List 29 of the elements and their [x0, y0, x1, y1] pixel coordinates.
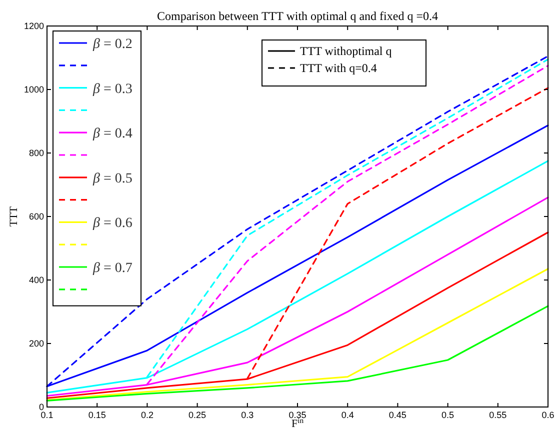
- x-tick-label: 0.25: [188, 410, 206, 420]
- legend-label: β = 0.3: [92, 82, 132, 97]
- annotation: TTT withoptimal q: [300, 44, 392, 58]
- y-tick-label: 400: [28, 275, 44, 285]
- y-tick-label: 200: [28, 338, 44, 348]
- line-style-key: TTT withoptimal q TTT with q=0.4: [262, 40, 426, 86]
- y-tick-label: 1000: [24, 84, 44, 94]
- x-tick-label: 0.45: [388, 410, 406, 420]
- y-tick-label: 0: [38, 402, 44, 412]
- x-tick-label: 0.5: [442, 410, 454, 420]
- legend-label: β = 0.6: [92, 216, 132, 232]
- x-tick-label: 0.2: [140, 410, 154, 420]
- x-tick-label: 0.6: [542, 410, 554, 420]
- x-tick-label: 0.1: [40, 410, 54, 420]
- x-tick-label: 0.3: [241, 410, 254, 420]
- x-tick-label: 0.15: [88, 410, 106, 420]
- y-tick-label: 600: [28, 212, 44, 222]
- chart-title: Comparison between TTT with optimal q and fixed q =0.4: [157, 9, 438, 23]
- line-series: [46, 305, 549, 402]
- x-tick-label: 0.4: [341, 410, 354, 420]
- y-tick-label: 1200: [24, 21, 44, 31]
- legend-label: β = 0.7: [92, 261, 132, 276]
- y-tick-label: 800: [28, 148, 44, 158]
- annotation: TTT with q=0.4: [300, 61, 377, 75]
- y-axis-title: TTT: [8, 206, 20, 227]
- legend-label: β = 0.4: [92, 126, 132, 142]
- legend-label: β = 0.2: [92, 37, 132, 52]
- legend-label: β = 0.5: [92, 171, 132, 186]
- x-tick-label: 0.55: [489, 410, 507, 420]
